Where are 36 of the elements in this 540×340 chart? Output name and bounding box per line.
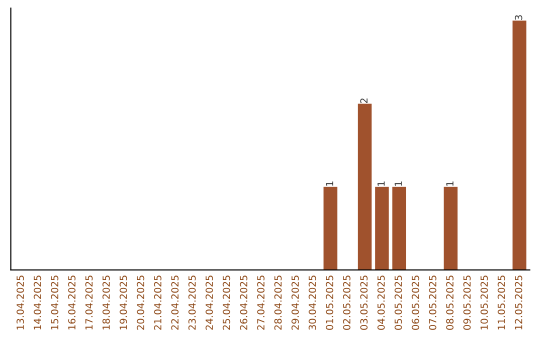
x-tick-label: 28.04.2025 <box>274 276 282 330</box>
x-tick-label: 05.05.2025 <box>394 276 402 330</box>
x-tick-label: 03.05.2025 <box>360 276 368 330</box>
data-label: 1 <box>394 182 402 186</box>
x-tick-label: 12.05.2025 <box>514 276 522 330</box>
x-tick-label: 10.05.2025 <box>480 276 488 330</box>
data-label: 1 <box>378 182 385 186</box>
data-label: 2 <box>360 98 368 104</box>
x-tick-label: 01.05.2025 <box>326 276 334 330</box>
x-tick-label: 02.05.2025 <box>343 276 350 330</box>
data-label: 1 <box>326 182 334 186</box>
data-label: 3 <box>514 15 522 20</box>
x-tick-label: 23.04.2025 <box>188 276 196 330</box>
x-tick-label: 15.04.2025 <box>50 276 58 330</box>
x-tick-label: 09.05.2025 <box>463 276 471 330</box>
x-tick-label: 30.04.2025 <box>308 276 316 330</box>
x-tick-label: 29.04.2025 <box>292 276 299 330</box>
x-tick-label: 06.05.2025 <box>412 276 420 330</box>
x-tick-label: 17.04.2025 <box>85 276 93 330</box>
x-tick-label: 07.05.2025 <box>428 276 436 330</box>
x-tick-label: 04.05.2025 <box>377 276 385 330</box>
x-tick-label: 24.04.2025 <box>206 276 213 330</box>
x-tick-label: 27.04.2025 <box>257 276 264 330</box>
x-tick-label: 13.04.2025 <box>16 276 24 330</box>
x-tick-label: 25.04.2025 <box>222 276 230 330</box>
x-tick-label: 14.04.2025 <box>34 276 42 330</box>
x-tick-label: 11.05.2025 <box>498 276 506 330</box>
x-tick-label: 26.04.2025 <box>240 276 248 330</box>
x-tick-label: 16.04.2025 <box>68 276 76 330</box>
x-tick-label: 08.05.2025 <box>446 276 454 330</box>
data-label: 1 <box>446 182 454 186</box>
x-tick-label: 22.04.2025 <box>171 276 179 330</box>
x-tick-label: 19.04.2025 <box>120 276 128 330</box>
x-tick-label: 20.04.2025 <box>136 276 144 330</box>
x-tick-label: 18.04.2025 <box>102 276 110 330</box>
x-tick-label: 21.04.2025 <box>154 276 162 330</box>
